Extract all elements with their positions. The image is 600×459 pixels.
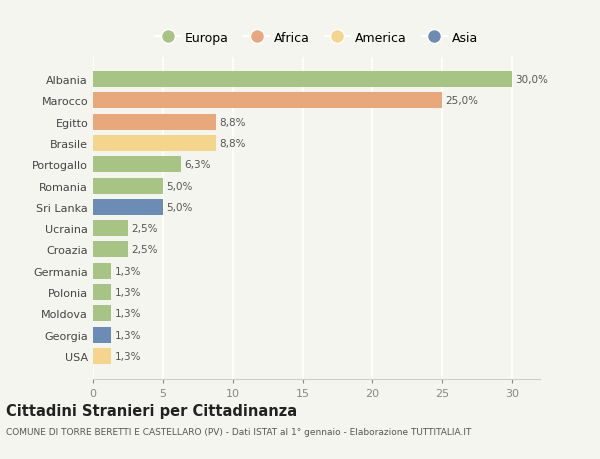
Text: 8,8%: 8,8% xyxy=(220,139,246,149)
Text: 5,0%: 5,0% xyxy=(166,181,193,191)
Legend: Europa, Africa, America, Asia: Europa, Africa, America, Asia xyxy=(150,27,483,50)
Bar xyxy=(93,178,163,194)
Text: 1,3%: 1,3% xyxy=(115,266,141,276)
Text: 2,5%: 2,5% xyxy=(131,224,158,234)
Text: 1,3%: 1,3% xyxy=(115,308,141,319)
Bar xyxy=(93,327,111,343)
Text: 5,0%: 5,0% xyxy=(166,202,193,213)
Text: 2,5%: 2,5% xyxy=(131,245,158,255)
Bar xyxy=(93,157,181,173)
Text: 30,0%: 30,0% xyxy=(515,75,548,85)
Text: 6,3%: 6,3% xyxy=(184,160,211,170)
Bar xyxy=(93,306,111,322)
Text: COMUNE DI TORRE BERETTI E CASTELLARO (PV) - Dati ISTAT al 1° gennaio - Elaborazi: COMUNE DI TORRE BERETTI E CASTELLARO (PV… xyxy=(6,427,472,436)
Text: Cittadini Stranieri per Cittadinanza: Cittadini Stranieri per Cittadinanza xyxy=(6,403,297,419)
Bar xyxy=(93,285,111,300)
Bar xyxy=(93,348,111,364)
Text: 1,3%: 1,3% xyxy=(115,287,141,297)
Bar xyxy=(93,72,512,88)
Text: 8,8%: 8,8% xyxy=(220,118,246,128)
Text: 25,0%: 25,0% xyxy=(446,96,479,106)
Bar xyxy=(93,242,128,258)
Bar xyxy=(93,114,216,130)
Text: 1,3%: 1,3% xyxy=(115,351,141,361)
Bar xyxy=(93,221,128,236)
Bar xyxy=(93,93,442,109)
Bar xyxy=(93,263,111,279)
Bar xyxy=(93,200,163,215)
Bar xyxy=(93,136,216,151)
Text: 1,3%: 1,3% xyxy=(115,330,141,340)
